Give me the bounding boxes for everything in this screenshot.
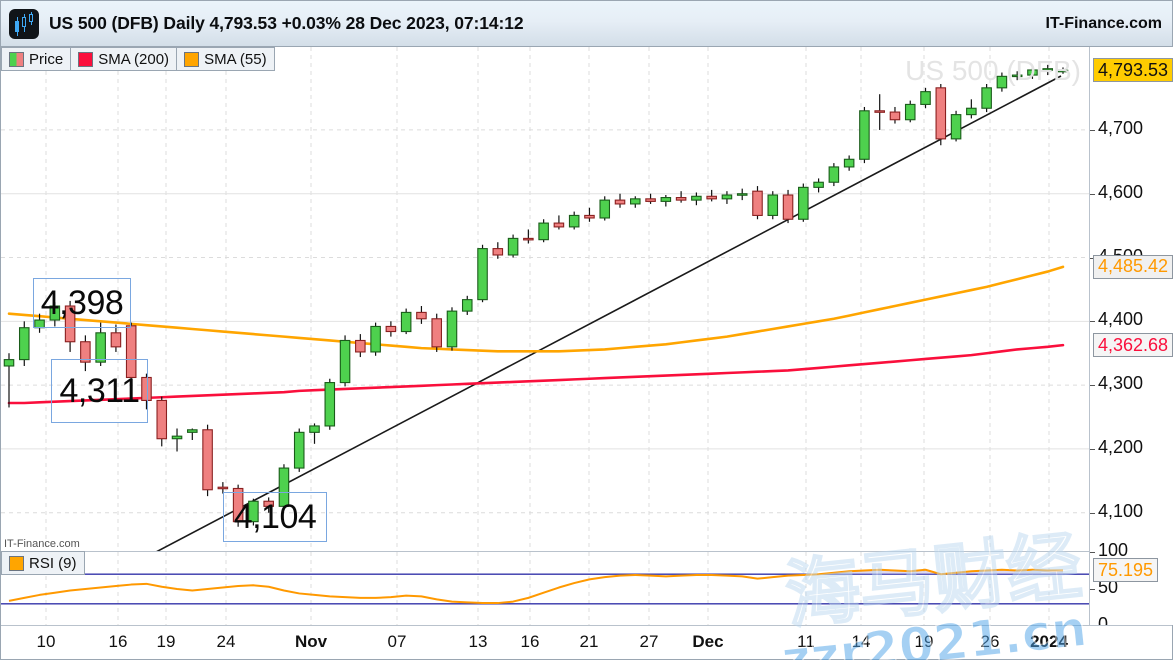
page-title: US 500 (DFB) Daily 4,793.53 +0.03% 28 De… — [49, 13, 524, 33]
time-axis-label: 07 — [387, 632, 407, 651]
price-axis-tick-label: 4,300 — [1098, 373, 1144, 394]
time-axis-label: 11 — [797, 632, 815, 651]
axis-tick — [1090, 552, 1095, 553]
axis-tick — [1090, 385, 1095, 387]
price-axis-tick-label: 4,100 — [1098, 500, 1144, 521]
price-annotation[interactable]: 4,311 — [51, 359, 148, 423]
legend-item-price[interactable]: Price — [2, 48, 72, 70]
time-axis[interactable]: 10 16 19 24 Nov 07 13 16 21 27 Dec 11 14 19 26 2024 — [1, 625, 1172, 659]
legend-item-sma200[interactable]: SMA (200) — [71, 48, 178, 70]
title-bar: US 500 (DFB) Daily 4,793.53 +0.03% 28 De… — [1, 1, 1172, 47]
time-axis-label: 13 — [468, 632, 488, 651]
price-axis[interactable]: 4,7004,6004,5004,4004,3004,2004,10010050… — [1089, 47, 1173, 634]
candlestick-logo-icon — [9, 8, 39, 39]
price-chart-pane[interactable]: US 500 (DFB) IT-Finance.com 4,398 4,311 4,… — [1, 47, 1089, 551]
price-axis-tick-label: 4,700 — [1098, 117, 1144, 138]
axis-tick — [1090, 193, 1095, 195]
time-axis-label: 27 — [639, 632, 659, 651]
time-axis-label: 26 — [980, 632, 1000, 651]
legend-item-rsi[interactable]: RSI (9) — [2, 552, 84, 574]
rsi-axis-tick-label: 0 — [1098, 614, 1109, 634]
rsi-swatch-icon — [9, 555, 24, 571]
rsi-indicator-pane[interactable] — [1, 551, 1089, 625]
axis-tick — [1090, 589, 1095, 590]
brand-label: IT-Finance.com — [1045, 14, 1162, 32]
time-axis-label: 19 — [914, 632, 934, 651]
price-axis-tick-label: 4,200 — [1098, 436, 1144, 457]
legend-label-rsi: RSI (9) — [29, 554, 77, 572]
time-axis-label: Dec — [692, 632, 724, 651]
axis-tick — [1090, 448, 1095, 450]
sma200-swatch-icon — [78, 51, 94, 67]
time-axis-label: 21 — [579, 632, 599, 651]
price-legend[interactable]: Price SMA (200) SMA (55) — [1, 47, 275, 71]
price-swatch-icon — [9, 51, 24, 67]
rsi-axis-badge-rsi[interactable]: 75.195 — [1093, 558, 1159, 583]
rsi-chart-svg — [1, 552, 1089, 625]
price-axis-badge-price[interactable]: 4,793.53 — [1093, 58, 1173, 83]
price-axis-tick-label: 4,600 — [1098, 181, 1144, 202]
axis-tick — [1090, 321, 1095, 323]
price-axis-tick-label: 4,400 — [1098, 309, 1144, 330]
price-chart-svg — [1, 47, 1089, 551]
legend-item-sma55[interactable]: SMA (55) — [177, 48, 274, 70]
time-axis-label: 2024 — [1030, 632, 1068, 651]
price-annotation[interactable]: 4,398 — [33, 278, 131, 328]
sma55-swatch-icon — [184, 51, 200, 67]
rsi-legend[interactable]: RSI (9) — [1, 551, 85, 575]
price-annotation-label: 4,104 — [233, 497, 317, 536]
price-annotation[interactable]: 4,104 — [223, 492, 327, 542]
time-axis-label: 10 — [36, 632, 56, 651]
legend-label-sma55: SMA (55) — [204, 50, 267, 68]
legend-label-price: Price — [29, 50, 64, 68]
axis-tick — [1090, 512, 1095, 514]
time-axis-label: 14 — [851, 632, 871, 651]
price-axis-badge-sma55[interactable]: 4,485.42 — [1093, 254, 1173, 279]
rsi-axis-tick-label: 100 — [1098, 540, 1129, 560]
price-annotation-label: 4,311 — [59, 371, 140, 410]
axis-tick — [1090, 257, 1095, 259]
legend-label-sma200: SMA (200) — [98, 50, 170, 68]
time-axis-label: 16 — [108, 632, 128, 651]
axis-tick — [1090, 129, 1095, 131]
time-axis-label: 16 — [520, 632, 540, 651]
time-axis-label: 19 — [156, 632, 176, 651]
provider-watermark: IT-Finance.com — [4, 538, 80, 550]
price-annotation-label: 4,398 — [40, 283, 124, 322]
time-axis-label: 24 — [216, 632, 236, 651]
time-axis-label: Nov — [294, 632, 328, 651]
price-axis-badge-sma200[interactable]: 4,362.68 — [1093, 333, 1173, 358]
